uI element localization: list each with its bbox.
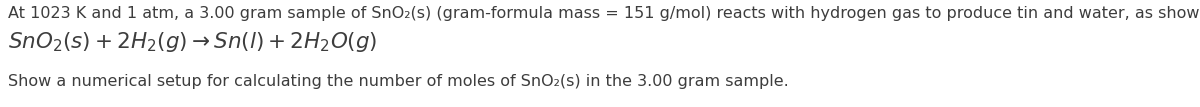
Text: At 1023 K and 1 atm, a 3.00 gram sample of SnO₂(s) (gram-formula mass = 151 g/mo: At 1023 K and 1 atm, a 3.00 gram sample … [8, 6, 1200, 21]
Text: $\mathit{SnO_2(s) + 2H_2(g) \rightarrow Sn(l) + 2H_2O(g)}$: $\mathit{SnO_2(s) + 2H_2(g) \rightarrow … [8, 30, 378, 54]
Text: Show a numerical setup for calculating the number of moles of SnO₂(s) in the 3.0: Show a numerical setup for calculating t… [8, 74, 788, 89]
